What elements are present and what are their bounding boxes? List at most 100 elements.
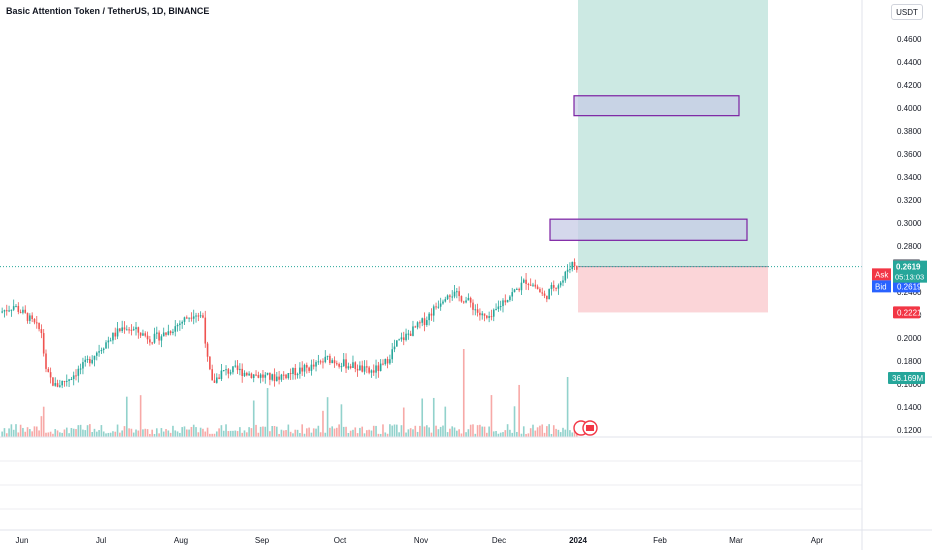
candle-body [453,291,456,297]
candle-body [225,369,227,371]
candle-body [61,380,63,386]
volume-bar [31,431,33,437]
candle-body [576,266,578,270]
event-icons[interactable] [573,420,598,436]
candle-body [176,324,179,327]
candle-body [155,332,158,334]
candle-body [169,331,172,334]
volume-bar [407,429,410,437]
currency-button[interactable]: USDT [891,4,923,20]
volume-bar [412,429,414,437]
volume-bar [12,429,15,437]
volume-bar [232,430,234,437]
candle-body [128,329,130,331]
volume-bar [278,433,280,437]
volume-bar [116,424,119,437]
candle-body [550,285,553,290]
long-position-stop-zone[interactable] [578,266,768,313]
volume-bar [370,430,373,437]
volume-bar [280,429,283,437]
candle-body [319,361,322,363]
volume-bar [236,431,239,437]
volume-bar [151,429,153,437]
volume-bar [135,429,137,437]
candle-body [322,361,324,363]
volume-bar [38,430,40,437]
volume-bar [243,430,246,437]
candle-body [165,332,167,335]
volume-bar [248,427,250,437]
volume-bar [428,427,430,437]
price-axis[interactable]: 0.4600 0.4400 0.4200 0.4000 0.3800 0.3600 0.34… [897,35,922,435]
volume-bar [79,424,82,437]
volume-bar [296,429,299,437]
candle-body [569,269,571,271]
candle-body [416,322,419,328]
volume-bar [220,425,223,437]
resistance-zone-lower[interactable] [549,218,748,241]
candle-body [483,313,486,316]
volume-bar [356,433,359,437]
candle-body [195,315,197,317]
candle-body [257,375,260,378]
candle-body [121,327,123,331]
candle-body [432,306,435,316]
candle-body [8,310,10,312]
volume-bar [317,425,320,437]
volume-bar [3,428,6,437]
volume-bar [499,432,502,437]
price-tick-label: 0.2800 [897,242,922,251]
volume-bar [416,431,419,437]
candle-body [52,377,54,386]
volume-bar [257,432,260,437]
volume-label: 36.169M [892,374,923,383]
volume-bar [497,433,500,437]
volume-bar [481,426,484,437]
volume-bar [479,424,481,437]
volume-bar [509,429,511,437]
last-price-label: 0.2619 [896,263,921,272]
candle-body [522,279,525,283]
volume-bar [206,427,209,437]
volume-bar [361,426,364,437]
volume-bar [89,424,91,437]
candle-body [396,340,398,347]
volume-bar [315,428,317,437]
candle-body [232,366,234,373]
candle-body [370,370,373,373]
candle-body [499,306,502,308]
candle-body [132,329,135,331]
candle-body [509,296,511,301]
candle-body [105,342,107,349]
time-axis[interactable]: Jun Jul Aug Sep Oct Nov Dec 2024 Feb Mar Apr [16,536,824,545]
volume-bar [368,429,370,437]
candle-body [213,380,216,383]
time-tick-label: Jun [16,536,29,545]
volume-bar [137,430,140,437]
candle-body [31,315,33,320]
candle-body [181,321,183,324]
volume-bar [294,429,297,437]
candle-body [336,363,338,365]
candle-body [33,319,36,323]
volume-bar [502,432,504,437]
candle-body [536,286,539,290]
volume-bar [529,428,532,437]
volume-bar [552,425,555,437]
volume-bar [548,424,550,437]
candle-body [252,374,255,379]
candle-body [566,269,569,272]
volume-bar [107,432,110,437]
price-tick-label: 0.4600 [897,35,922,44]
volume-bar [95,431,98,437]
candle-body [107,340,110,343]
volume-bar [160,428,163,437]
price-tick-label: 0.3200 [897,196,922,205]
candle-body [289,373,292,375]
volume-bar [54,429,57,437]
resistance-zone-upper[interactable] [573,95,740,117]
volume-bar [541,424,544,437]
candle-body [402,337,405,341]
candle-body [564,271,567,281]
